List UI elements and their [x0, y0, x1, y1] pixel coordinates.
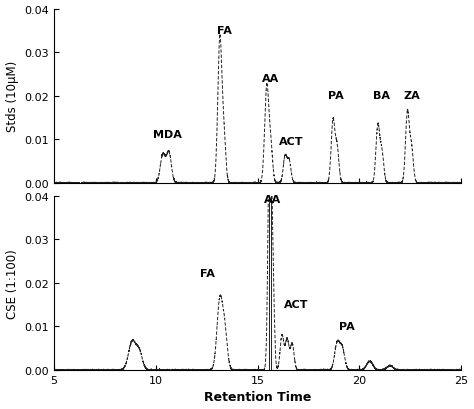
Text: AA: AA: [264, 195, 281, 205]
X-axis label: Retention Time: Retention Time: [204, 391, 311, 403]
Text: PA: PA: [328, 91, 344, 101]
Text: PA: PA: [339, 321, 355, 331]
Text: AA: AA: [262, 74, 279, 83]
Text: MDA: MDA: [153, 130, 182, 140]
Text: ACT: ACT: [284, 299, 309, 309]
Text: ZA: ZA: [403, 91, 420, 101]
Text: BA: BA: [373, 91, 390, 101]
Text: ACT: ACT: [279, 137, 303, 146]
Text: FA: FA: [201, 269, 215, 279]
Y-axis label: Stds (10μM): Stds (10μM): [6, 61, 18, 132]
Text: FA: FA: [217, 26, 232, 36]
Y-axis label: CSE (1:100): CSE (1:100): [6, 248, 18, 318]
